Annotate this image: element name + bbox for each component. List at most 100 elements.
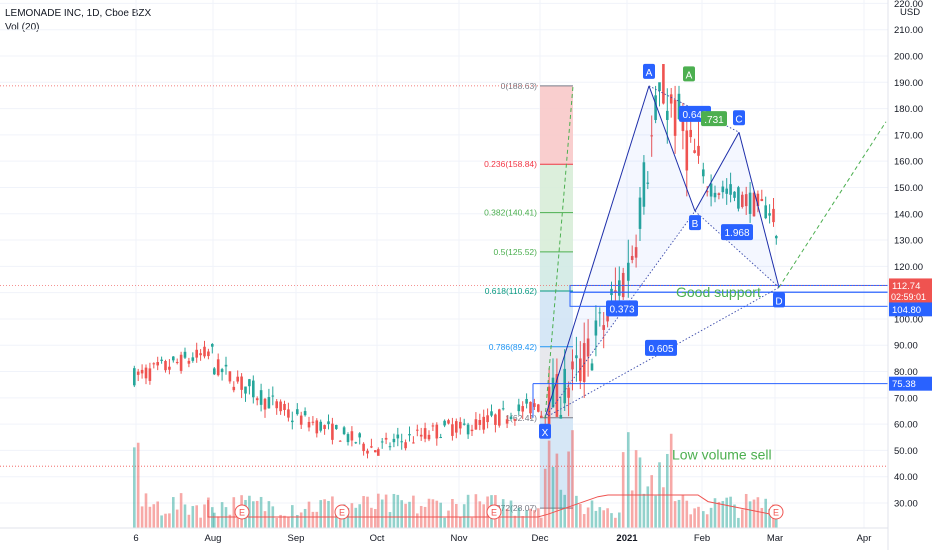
- time-tick-label: Dec: [532, 533, 549, 544]
- candle-body: [513, 419, 517, 421]
- volume-bar: [638, 457, 642, 528]
- candle-body: [291, 420, 294, 423]
- price-tick-label: 40.00: [894, 472, 918, 483]
- volume-bar: [478, 501, 482, 528]
- candle-body: [529, 401, 532, 414]
- candle-body: [669, 94, 673, 104]
- candle-body: [725, 188, 728, 194]
- candle-body: [590, 363, 594, 371]
- price-tag-label: 112.74: [892, 281, 920, 292]
- price-tick-label: 130.00: [894, 236, 923, 247]
- volume-bar: [768, 508, 771, 528]
- candle-body: [224, 364, 228, 367]
- price-tick-label: 50.00: [894, 446, 918, 457]
- candle-body: [412, 442, 415, 444]
- fib-level-label: 0.382(140.41): [484, 208, 537, 218]
- volume-bar: [713, 498, 717, 528]
- candle-body: [772, 208, 775, 223]
- harmonic-point-label: C: [735, 114, 742, 125]
- candle-body: [144, 367, 148, 379]
- price-axis[interactable]: 30.00 40.00 50.00 60.00 70.00 80.00 90.00 100.0…: [887, 0, 932, 550]
- harmonic-leg: [694, 132, 740, 212]
- candle-body: [374, 450, 377, 453]
- candle-body: [517, 404, 521, 412]
- candle-body: [594, 320, 598, 336]
- price-tag: [889, 376, 932, 391]
- candle-body: [346, 434, 350, 443]
- volume-bar: [775, 517, 778, 528]
- candle-body: [152, 363, 156, 365]
- volume-bar: [521, 516, 524, 528]
- time-tick-label: 2021: [616, 533, 638, 544]
- candle-body: [183, 351, 187, 358]
- candle-body: [240, 376, 243, 390]
- volume-bar: [140, 506, 144, 528]
- volume-bar: [435, 500, 439, 528]
- candle-body: [271, 395, 275, 397]
- candle-body: [697, 145, 700, 156]
- candle-body: [744, 194, 748, 207]
- volume-bar: [709, 507, 713, 528]
- candle-body: [199, 353, 202, 356]
- volume-bar: [370, 507, 373, 528]
- volume-bar: [275, 517, 278, 528]
- volume-bar: [338, 511, 342, 528]
- countdown-label: 02:59:01: [891, 292, 926, 302]
- candle-body: [567, 387, 570, 398]
- volume-bar: [228, 514, 232, 528]
- candle-body: [136, 371, 140, 375]
- harmonic-triangle-bcd: [695, 132, 779, 288]
- volume-bar: [563, 494, 566, 528]
- candle-body: [713, 192, 717, 198]
- volume-bar: [252, 501, 255, 528]
- candle-body: [555, 374, 559, 417]
- volume-bar: [451, 499, 454, 528]
- volume-bar: [702, 511, 705, 528]
- volume-bar: [455, 503, 458, 528]
- harmonic-point-box: [643, 63, 655, 79]
- countdown-tag: [889, 290, 932, 303]
- volume-bar: [350, 503, 354, 528]
- candle-body: [582, 343, 586, 382]
- candle-body: [501, 408, 505, 410]
- volume-bar: [213, 512, 216, 528]
- candle-body: [216, 359, 220, 376]
- volume-bar: [760, 507, 764, 528]
- chart-title: LEMONADE INC, 1D, Cboe BZX: [5, 8, 152, 19]
- harmonic-leg: [648, 85, 696, 212]
- fib-zone: [540, 291, 573, 347]
- price-tag-label: 75.38: [892, 379, 916, 390]
- volume-bar: [195, 505, 198, 528]
- candle-body: [164, 361, 167, 371]
- volume-bar: [681, 494, 685, 528]
- candle-body: [689, 129, 692, 138]
- volume-bar: [187, 514, 191, 528]
- volume-indicator-label: Vol (20): [5, 22, 40, 33]
- candle-body: [191, 357, 195, 361]
- candle-body: [370, 446, 373, 448]
- time-axis[interactable]: 6 Aug Sep Oct Nov Dec 2021 Feb Mar Apr: [0, 527, 888, 544]
- candle-body: [203, 346, 206, 357]
- volume-bar: [748, 501, 752, 528]
- volume-bar: [346, 507, 350, 528]
- secondary-label: A: [686, 70, 693, 81]
- harmonic-triangle-xab: [545, 85, 695, 418]
- fib-level-label: 1(62.41): [505, 413, 537, 423]
- volume-bar: [164, 513, 167, 528]
- candle-body: [775, 236, 778, 239]
- candle-body: [435, 424, 439, 439]
- annotation-good-support: Good support: [676, 284, 761, 300]
- volume-bar: [590, 500, 594, 528]
- candle-body: [443, 420, 446, 426]
- candle-body: [447, 420, 450, 424]
- fib-level-label: 0.5(125.52): [494, 247, 538, 257]
- volume-bar: [236, 517, 239, 528]
- price-tick-label: 120.00: [894, 262, 923, 273]
- volume-bar: [505, 508, 509, 528]
- candle-body: [338, 440, 342, 442]
- candle-body: [768, 213, 771, 216]
- harmonic-ratio-box: [721, 224, 753, 241]
- volume-bar: [567, 451, 570, 528]
- candle-body: [366, 450, 369, 454]
